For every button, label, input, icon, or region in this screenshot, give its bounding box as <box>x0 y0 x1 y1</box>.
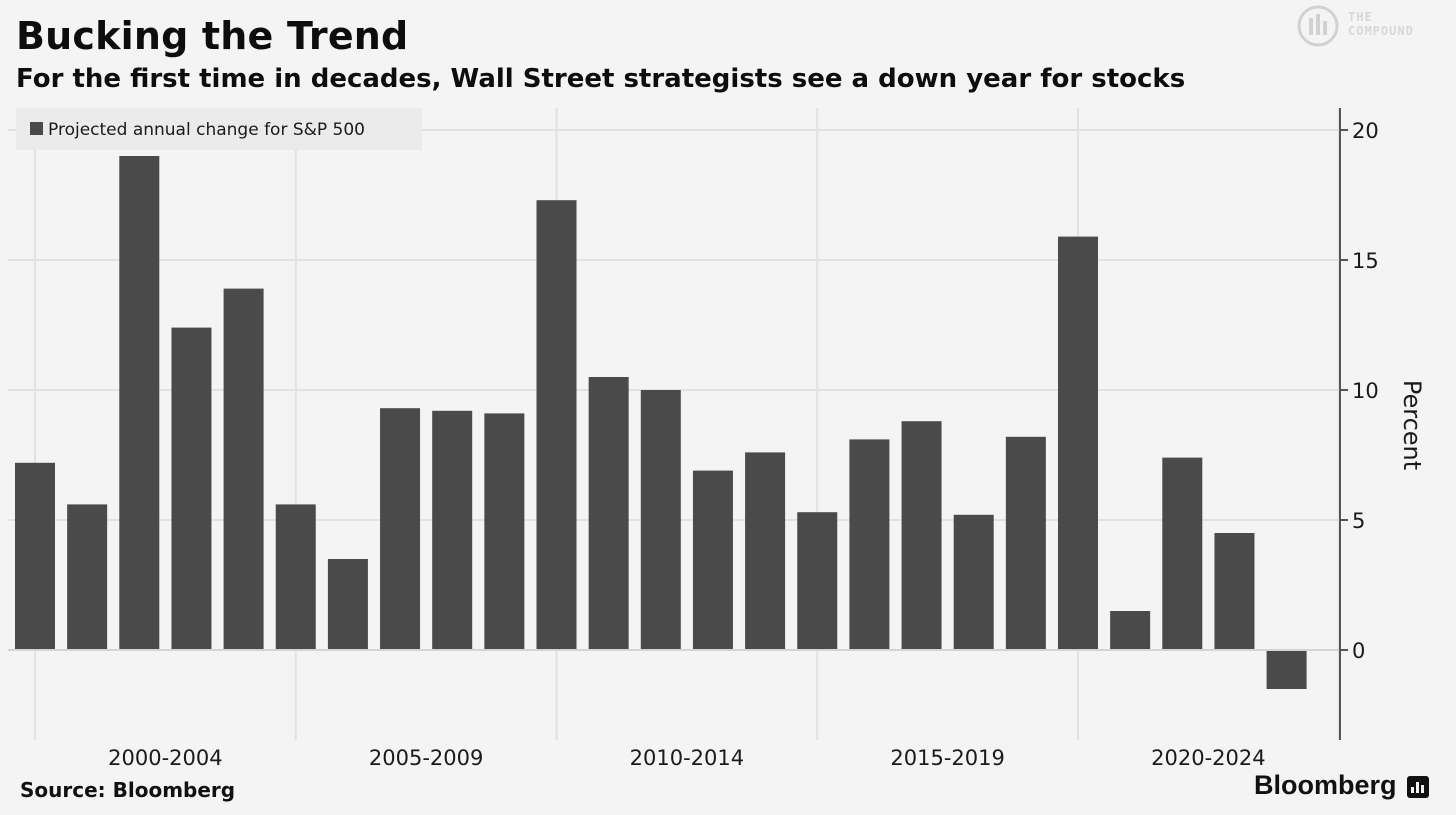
bar-2002 <box>171 327 212 650</box>
compound-watermark: THE COMPOUND <box>1296 4 1456 48</box>
bar-2014 <box>797 512 838 650</box>
bar-2012 <box>692 470 733 650</box>
x-tick-label: 2000-2004 <box>108 746 222 770</box>
bar-2006 <box>380 408 421 650</box>
y-tick-label: 0 <box>1352 639 1365 663</box>
legend-swatch <box>30 122 43 135</box>
bar-2017 <box>953 514 994 650</box>
y-tick-label: 15 <box>1352 249 1379 273</box>
bloomberg-terminal-icon <box>1407 776 1429 798</box>
bar-2009 <box>536 200 577 650</box>
y-tick-label: 5 <box>1352 509 1365 533</box>
x-tick-label: 2010-2014 <box>630 746 744 770</box>
y-tick-label: 20 <box>1352 119 1379 143</box>
x-tick-label: 2005-2009 <box>369 746 483 770</box>
axes: 0 5 10 15 20 2000-2004 2005-2009 2010-2014 2015-… <box>8 108 1379 770</box>
legend: Projected annual change for S&P 500 <box>16 108 422 150</box>
bar-2000 <box>67 504 108 650</box>
bar-1999 <box>15 462 55 650</box>
y-tick-label: 10 <box>1352 379 1379 403</box>
legend-box <box>16 108 422 150</box>
bar-2018 <box>1005 436 1046 650</box>
bar-2008 <box>484 413 525 650</box>
source-note: Source: Bloomberg <box>20 778 236 802</box>
bar-2019 <box>1058 236 1098 650</box>
bar-2011 <box>640 390 681 650</box>
bar-2010 <box>588 377 629 650</box>
bar-2004 <box>275 504 316 650</box>
bar-2016 <box>901 421 942 650</box>
bar-2023 <box>1266 650 1307 689</box>
chart-title: Bucking the Trend <box>16 14 409 58</box>
bar-2001 <box>119 156 160 650</box>
legend-label: Projected annual change for S&P 500 <box>48 120 365 140</box>
bar-2013 <box>745 452 786 650</box>
bar-2003 <box>223 288 264 650</box>
y-axis-label: Percent <box>1398 380 1426 470</box>
bar-2007 <box>432 410 473 650</box>
x-tick-label: 2015-2019 <box>890 746 1004 770</box>
compound-logo-icon <box>1297 5 1339 47</box>
chart-subtitle: For the first time in decades, Wall Stre… <box>16 64 1186 94</box>
bloomberg-logo: Bloomberg <box>1254 770 1397 800</box>
watermark-text: THE COMPOUND <box>1348 10 1414 38</box>
bars <box>15 156 1307 689</box>
bar-2022 <box>1214 533 1255 650</box>
bar-2020 <box>1110 611 1151 650</box>
bar-2015 <box>849 439 890 650</box>
bar-2021 <box>1162 457 1203 650</box>
bar-2005 <box>327 559 368 650</box>
x-tick-label: 2020-2024 <box>1151 746 1265 770</box>
